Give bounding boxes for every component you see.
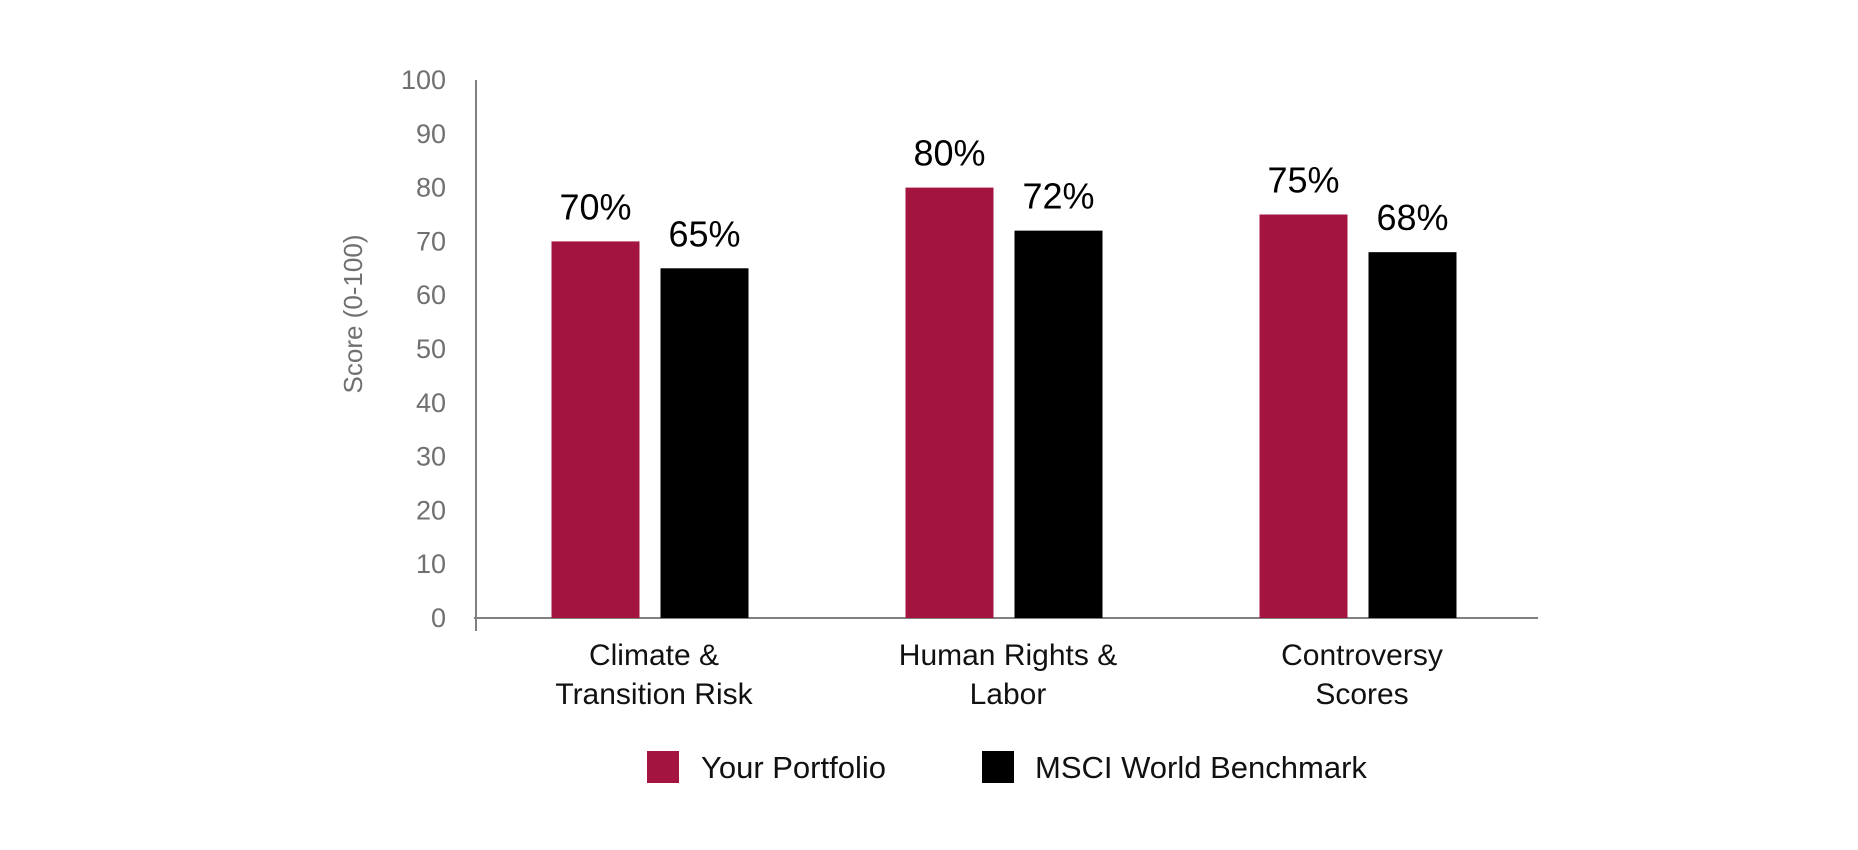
y-tick-label: 100 xyxy=(401,65,446,95)
data-label: 80% xyxy=(913,133,985,174)
x-tick-label: Transition Risk xyxy=(555,678,753,711)
bar-benchmark xyxy=(1368,252,1457,618)
y-tick-label: 30 xyxy=(416,442,446,472)
y-axis-title: Score (0-100) xyxy=(338,235,368,394)
category-labels: Climate & Transition Risk Human Rights & La… xyxy=(555,639,1443,711)
y-tick-label: 20 xyxy=(416,495,446,525)
bars xyxy=(551,187,1457,618)
bar-portfolio xyxy=(551,241,640,618)
y-tick-label: 0 xyxy=(431,603,446,633)
y-axis: 0 10 20 30 40 50 60 70 80 90 100 xyxy=(401,65,477,633)
data-label: 70% xyxy=(559,186,631,227)
bar-portfolio xyxy=(1259,214,1348,618)
legend-label: MSCI World Benchmark xyxy=(1035,750,1367,785)
y-tick-label: 10 xyxy=(416,549,446,579)
x-tick-label: Controversy xyxy=(1281,639,1443,672)
x-tick-label: Labor xyxy=(970,678,1047,711)
y-tick-label: 60 xyxy=(416,280,446,310)
legend-item: MSCI World Benchmark xyxy=(982,750,1367,785)
bar-benchmark xyxy=(660,268,749,618)
data-label: 75% xyxy=(1267,160,1339,201)
legend-label: Your Portfolio xyxy=(701,750,886,785)
y-tick-label: 40 xyxy=(416,388,446,418)
legend: Your Portfolio MSCI World Benchmark xyxy=(647,750,1367,785)
bar-portfolio xyxy=(905,187,994,618)
y-tick-label: 80 xyxy=(416,173,446,203)
x-tick-label: Scores xyxy=(1315,678,1408,711)
legend-item: Your Portfolio xyxy=(647,750,886,785)
x-tick-label: Climate & xyxy=(589,639,719,672)
legend-swatch xyxy=(982,751,1014,783)
data-labels: 70% 65% 80% 72% 75% 68% xyxy=(559,133,1448,255)
bar-benchmark xyxy=(1014,230,1103,618)
data-label: 68% xyxy=(1376,197,1448,238)
data-label: 65% xyxy=(668,213,740,254)
y-tick-label: 50 xyxy=(416,334,446,364)
y-tick-label: 70 xyxy=(416,226,446,256)
y-tick-label: 90 xyxy=(416,119,446,149)
x-tick-label: Human Rights & xyxy=(899,639,1117,672)
data-label: 72% xyxy=(1022,176,1094,217)
legend-swatch xyxy=(647,751,679,783)
